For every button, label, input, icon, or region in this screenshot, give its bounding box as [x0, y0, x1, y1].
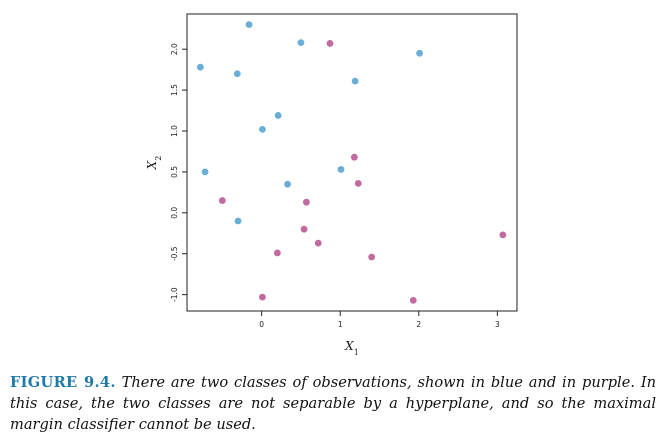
y-tick-label: 1.5 [170, 84, 179, 96]
x-tick-label: 0 [259, 320, 264, 329]
purple-point [218, 197, 226, 204]
blue-point [245, 21, 253, 29]
plot-frame [186, 13, 518, 312]
x-tick-label: 3 [495, 320, 500, 329]
x-tick-label: 2 [416, 320, 421, 329]
y-tick-label: 0.0 [170, 207, 179, 219]
purple-point [303, 198, 310, 206]
data-points [196, 21, 507, 304]
blue-point [259, 125, 266, 133]
blue-point [337, 166, 345, 173]
blue-point [201, 168, 209, 176]
purple-point [259, 293, 266, 301]
y-tick-label: 1.0 [170, 125, 179, 137]
blue-point [416, 49, 423, 57]
purple-point [350, 153, 358, 161]
y-tick-label: -1.0 [170, 287, 179, 302]
purple-point [314, 239, 322, 247]
blue-point [234, 217, 242, 225]
purple-point [273, 249, 281, 257]
blue-point [196, 63, 204, 71]
y-tick-label: -0.5 [170, 246, 179, 261]
purple-point [499, 231, 507, 239]
y-tick-label: 0.5 [170, 166, 179, 178]
y-axis-title: X2 [145, 156, 163, 171]
blue-point [284, 180, 291, 188]
purple-point [326, 40, 334, 47]
y-tick-label: 2.0 [170, 43, 179, 55]
caption-text: There are two classes of observations, s… [10, 374, 657, 433]
x-axis-title: X1 [344, 339, 359, 357]
x-tick-label: 1 [338, 320, 343, 329]
caption-label: FIGURE 9.4. [10, 374, 116, 391]
purple-point [300, 225, 308, 233]
blue-point [297, 39, 305, 47]
purple-point [409, 296, 417, 304]
x-axis: 0 1 2 3 [259, 311, 500, 329]
blue-point [233, 70, 241, 78]
blue-point [351, 77, 359, 85]
blue-point [274, 112, 282, 119]
y-axis: -1.0 -0.5 0.0 0.5 1.0 1.5 2.0 [170, 43, 187, 302]
figure-caption: FIGURE 9.4. There are two classes of obs… [10, 372, 656, 435]
scatter-plot: 0 1 2 3 -1.0 -0.5 0.0 0.5 1.0 1.5 2.0 X1 X2 [145, 13, 518, 357]
purple-point [368, 253, 376, 261]
purple-point [354, 179, 362, 187]
